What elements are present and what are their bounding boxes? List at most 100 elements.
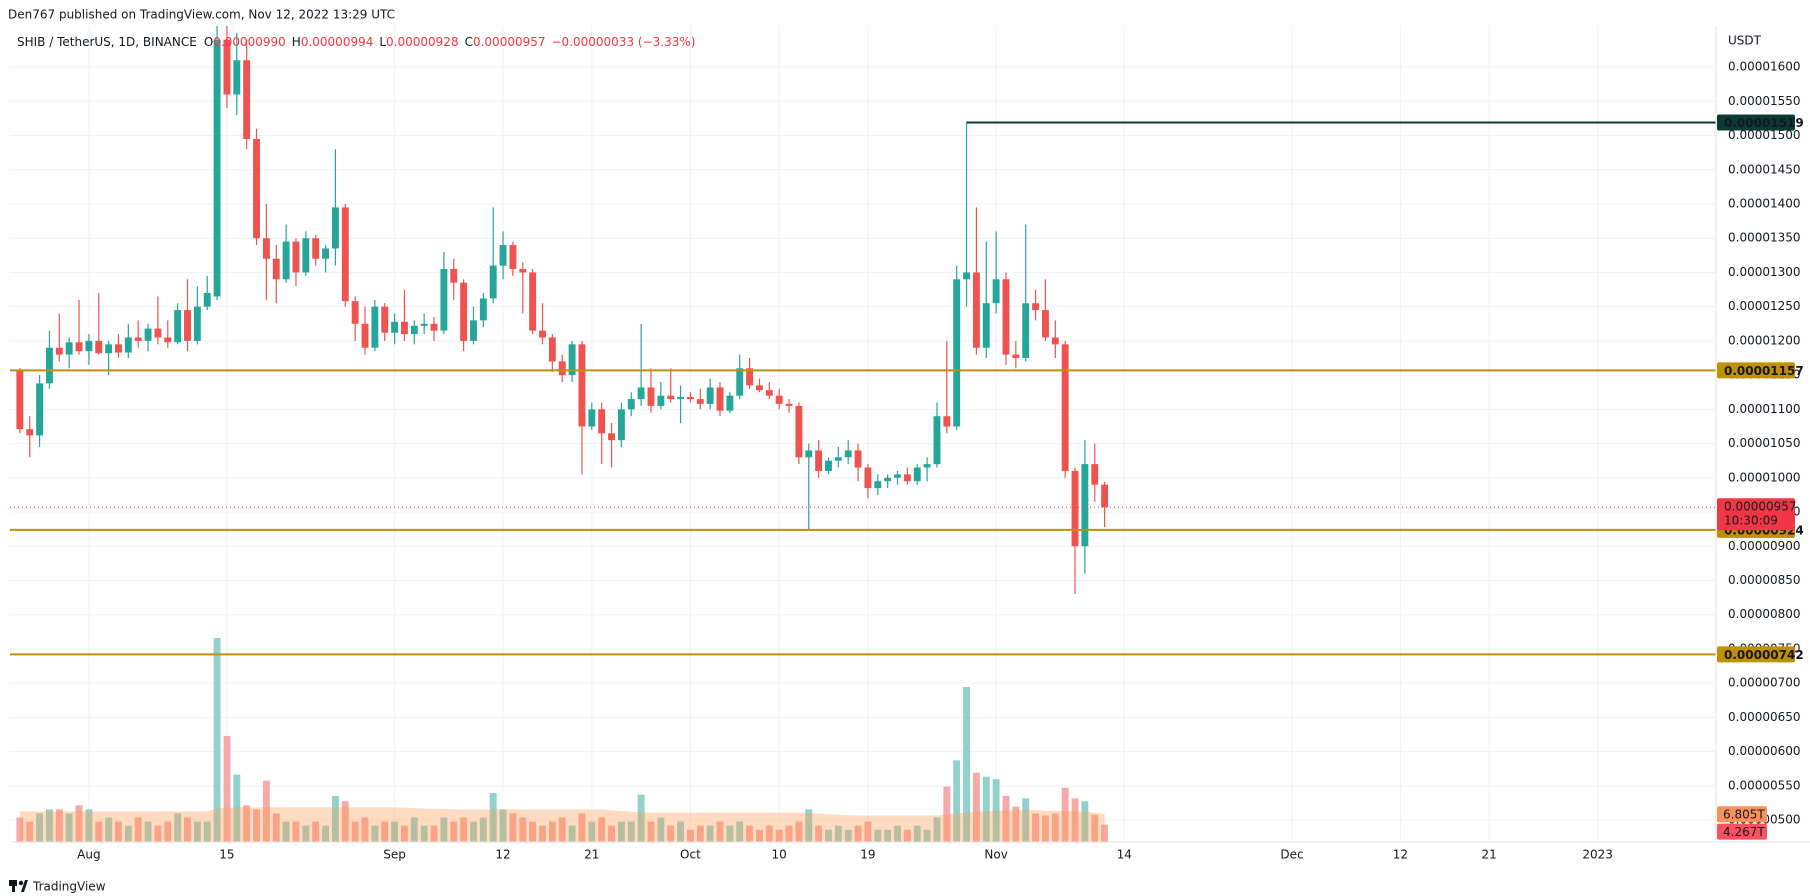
candle-body (637, 387, 645, 400)
y-tick-label: 0.00001450 (1728, 162, 1801, 176)
candle-body (95, 340, 103, 354)
volume-bar (706, 825, 714, 842)
volume-bar (588, 821, 596, 842)
candle-body (667, 395, 675, 400)
candle-body (45, 347, 53, 384)
candle-body (243, 60, 251, 139)
volume-bar (154, 825, 162, 842)
volume-bar (844, 829, 852, 842)
y-tick-label: 0.00001250 (1728, 299, 1801, 313)
legend-value: 0.00000990 (213, 35, 286, 49)
volume-bar (972, 772, 980, 842)
volume-bar (1091, 814, 1099, 842)
candle-body (617, 409, 625, 441)
volume-bar (647, 821, 655, 842)
x-tick-label: 2023 (1582, 848, 1613, 862)
candle-body (1041, 310, 1049, 338)
candle-body (913, 467, 921, 482)
price-tags: 0.000015190.000011570.000009240.00000742… (1717, 114, 1804, 840)
candle-body (115, 344, 122, 353)
levels (10, 121, 1716, 656)
y-tick-label: 0.00001550 (1728, 94, 1801, 108)
candle-body (716, 387, 724, 411)
volume-bar (410, 817, 418, 842)
level-tag (1717, 362, 1795, 379)
candle-body (134, 337, 142, 341)
volume-bar (1022, 798, 1030, 842)
volume-bar (923, 829, 931, 842)
volume-bar (834, 825, 842, 842)
x-tick-label: 12 (1393, 848, 1408, 862)
volume-bar (36, 813, 44, 842)
candle-body (203, 292, 211, 307)
legend-key: L (379, 35, 386, 49)
volume-bar (1061, 787, 1069, 842)
candle-body (55, 347, 63, 355)
candle-body (410, 325, 418, 335)
volume-bar (203, 821, 211, 842)
volume-bar (716, 821, 724, 842)
candle-body (223, 39, 231, 95)
y-tick-label: 0.00000650 (1728, 710, 1801, 724)
y-tick-label: 0.00001050 (1728, 436, 1801, 450)
x-tick-label: 10 (772, 848, 787, 862)
candle-body (105, 344, 113, 354)
volume-bar (282, 821, 290, 842)
volume-bar (243, 805, 251, 842)
candle-body (992, 279, 1000, 304)
footer-brand: TradingView (32, 880, 106, 894)
candle-body (450, 269, 458, 283)
volume-bar (391, 821, 399, 842)
x-tick-label: 21 (1482, 848, 1497, 862)
candle-body (1071, 470, 1079, 547)
volume-bar (1032, 813, 1040, 842)
candle-body (844, 450, 852, 458)
legend-change: −0.00000033 (−3.33%) (552, 35, 696, 49)
y-tick-label: 0.00001350 (1728, 231, 1801, 245)
candle-body (351, 301, 359, 324)
volume-bar (95, 821, 103, 842)
candle-body (1101, 484, 1109, 508)
legend: SHIB / TetherUS, 1D, BINANCE O0.00000990 H… (17, 35, 695, 49)
volume-bar (1002, 795, 1010, 842)
volume-bar (233, 774, 241, 842)
candle-body (854, 450, 862, 468)
volume-bar (953, 760, 961, 842)
volume-bar (55, 809, 63, 842)
legend-value: 0.00000928 (386, 35, 459, 49)
candle-body (598, 409, 606, 434)
y-tick-label: 0.00001400 (1728, 196, 1801, 210)
y-unit: USDT (1728, 34, 1762, 48)
volume-bar (450, 821, 458, 842)
volume-bar (253, 809, 260, 842)
volume-bar (746, 825, 754, 842)
volume-bar (884, 829, 892, 842)
candle-body (884, 477, 892, 482)
volume-bar (864, 821, 872, 842)
y-tick-label: 0.00001600 (1728, 60, 1801, 74)
volume-ma-label: 6.805T (1723, 808, 1765, 822)
volume-bar (894, 825, 901, 842)
volume-bar (1012, 806, 1020, 842)
volume-bar (302, 825, 310, 842)
candle-body (36, 383, 44, 436)
volume-bar (1101, 824, 1109, 842)
candle-body (479, 298, 487, 321)
candle-body (825, 460, 832, 471)
volume-bar (193, 821, 201, 842)
volume-bar (933, 817, 941, 842)
volume-pane (16, 638, 1109, 842)
candle-body (765, 390, 773, 396)
volume-bar (45, 809, 53, 842)
candle-body (805, 450, 813, 458)
volume-bar (26, 821, 34, 842)
candle-body (499, 245, 507, 266)
legend-value: 0.00000994 (301, 35, 374, 49)
candle-body (1012, 354, 1020, 359)
candle-body (1091, 464, 1099, 485)
x-tick-label: Sep (383, 848, 406, 862)
volume-ma-area (19, 807, 1105, 842)
volume-bar (272, 813, 280, 842)
candle-body (1022, 303, 1030, 359)
candle-body (1061, 344, 1069, 471)
